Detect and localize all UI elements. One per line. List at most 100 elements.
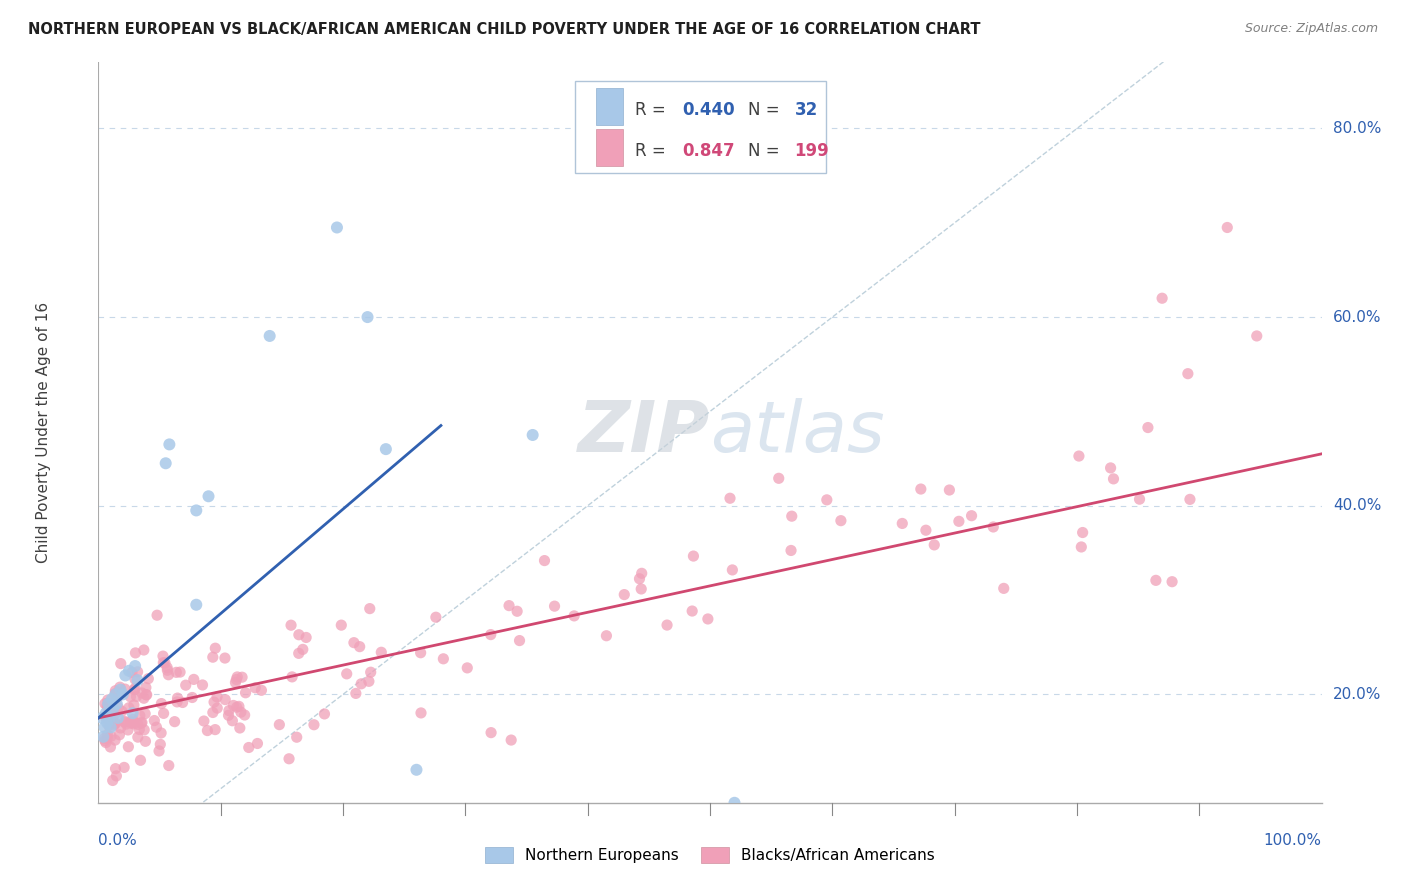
Point xyxy=(204,641,226,656)
Point xyxy=(815,492,838,507)
Point xyxy=(229,721,252,735)
Point xyxy=(231,670,253,684)
Point xyxy=(280,618,302,632)
Point xyxy=(127,665,149,679)
Point xyxy=(291,642,314,657)
Point xyxy=(156,661,179,675)
Point xyxy=(132,691,155,706)
Text: 40.0%: 40.0% xyxy=(1333,499,1381,513)
Text: Child Poverty Under the Age of 16: Child Poverty Under the Age of 16 xyxy=(37,302,51,563)
Point xyxy=(104,717,127,731)
Point xyxy=(780,543,803,558)
Point xyxy=(131,715,153,730)
Point xyxy=(186,503,208,517)
Point xyxy=(153,656,176,670)
Point xyxy=(509,633,531,648)
Point xyxy=(129,716,152,731)
Point xyxy=(107,689,129,703)
Point xyxy=(110,657,132,671)
Point xyxy=(681,604,703,618)
Point xyxy=(1071,525,1094,540)
Point xyxy=(501,733,523,747)
Point xyxy=(948,514,970,528)
Point xyxy=(166,691,188,706)
Point xyxy=(135,688,157,702)
Point xyxy=(330,618,353,632)
Point xyxy=(157,667,180,681)
Point xyxy=(128,708,150,723)
Point xyxy=(96,698,118,713)
Point xyxy=(222,698,245,713)
Point xyxy=(172,696,194,710)
Point xyxy=(121,716,143,731)
Point xyxy=(409,706,432,720)
Text: R =: R = xyxy=(636,101,672,120)
Point xyxy=(1144,574,1167,588)
Point xyxy=(135,681,157,695)
Point xyxy=(104,733,127,747)
Point xyxy=(479,725,502,739)
Point xyxy=(224,675,246,690)
Point xyxy=(124,659,146,673)
Point xyxy=(145,720,167,734)
Text: ZIP: ZIP xyxy=(578,398,710,467)
Point xyxy=(350,677,373,691)
Point xyxy=(101,773,124,788)
Point xyxy=(108,728,131,742)
Point xyxy=(110,682,132,697)
Point xyxy=(128,723,150,737)
Point xyxy=(174,678,197,692)
Text: Source: ZipAtlas.com: Source: ZipAtlas.com xyxy=(1244,22,1378,36)
Point xyxy=(204,723,226,737)
Point xyxy=(135,688,157,702)
Point xyxy=(121,665,143,680)
Point xyxy=(97,697,120,711)
Point xyxy=(356,310,378,324)
Point xyxy=(425,610,447,624)
Point xyxy=(287,646,309,660)
Point xyxy=(245,681,267,695)
Point xyxy=(117,739,139,754)
Point xyxy=(94,711,117,725)
Point xyxy=(562,608,585,623)
Point xyxy=(94,733,117,747)
Point xyxy=(374,442,396,457)
Point xyxy=(409,646,432,660)
Point xyxy=(107,700,129,714)
Point xyxy=(105,697,128,711)
Point xyxy=(129,753,152,767)
Point xyxy=(150,726,173,740)
Point xyxy=(101,692,124,706)
Point xyxy=(100,720,122,734)
Point xyxy=(105,769,128,783)
Point xyxy=(93,731,115,746)
Point xyxy=(104,683,127,698)
Point xyxy=(152,656,174,670)
Point xyxy=(915,523,938,537)
Point xyxy=(370,645,392,659)
Point xyxy=(111,704,134,718)
Point xyxy=(201,650,224,665)
Point xyxy=(723,796,745,810)
Point xyxy=(202,695,225,709)
Point xyxy=(191,678,214,692)
Point xyxy=(152,649,174,664)
Point xyxy=(595,629,617,643)
Point xyxy=(136,672,159,686)
Point xyxy=(1102,472,1125,486)
Point xyxy=(225,700,247,714)
Point xyxy=(432,652,454,666)
Text: 20.0%: 20.0% xyxy=(1333,687,1381,702)
Point xyxy=(682,549,704,563)
Point xyxy=(118,700,141,714)
Point xyxy=(910,482,932,496)
Point xyxy=(94,697,117,711)
Point xyxy=(288,628,311,642)
Point xyxy=(960,508,983,523)
Point xyxy=(314,706,336,721)
Point xyxy=(336,666,359,681)
Point xyxy=(302,717,325,731)
Point xyxy=(228,699,250,714)
Point xyxy=(214,692,236,706)
Point xyxy=(359,601,381,615)
